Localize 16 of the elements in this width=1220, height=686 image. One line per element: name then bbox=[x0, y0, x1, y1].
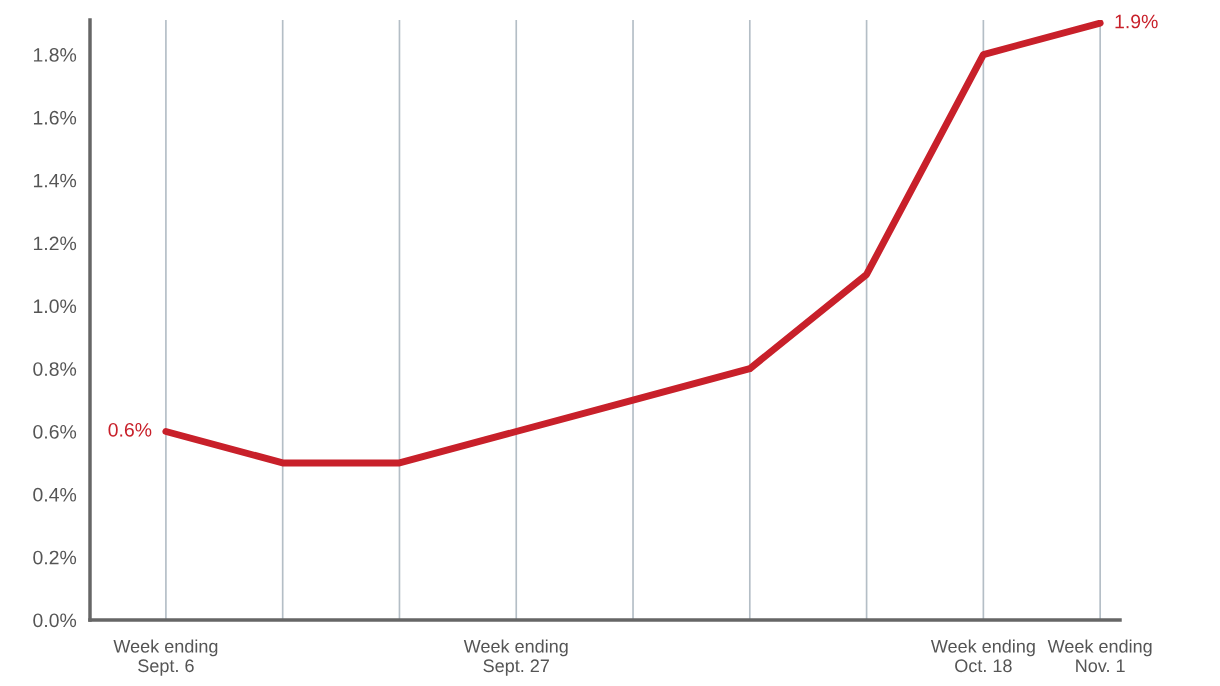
y-tick-label: 0.0% bbox=[33, 613, 77, 628]
y-tick-label: 0.6% bbox=[33, 424, 77, 439]
y-tick-label: 0.2% bbox=[33, 550, 77, 565]
y-tick-label: 0.8% bbox=[33, 362, 77, 376]
x-tick-label: Week ending Oct. 18 bbox=[930, 639, 1035, 673]
y-tick-label: 1.0% bbox=[33, 299, 77, 314]
x-tick-label: Week ending Sept. 6 bbox=[113, 639, 218, 676]
y-tick-label: 0.4% bbox=[33, 487, 77, 502]
y-tick-label: 1.4% bbox=[33, 173, 77, 188]
y-tick-label: 1.8% bbox=[33, 48, 77, 62]
y-tick-label: 1.2% bbox=[33, 236, 77, 251]
data-label: 0.6% bbox=[108, 422, 152, 437]
x-tick-label: Week ending Sept. 27 bbox=[463, 639, 568, 676]
y-tick-label: 1.6% bbox=[33, 110, 77, 125]
data-label: 1.9% bbox=[1115, 14, 1158, 29]
x-tick-label: Week ending Nov. 1 bbox=[1047, 639, 1152, 673]
